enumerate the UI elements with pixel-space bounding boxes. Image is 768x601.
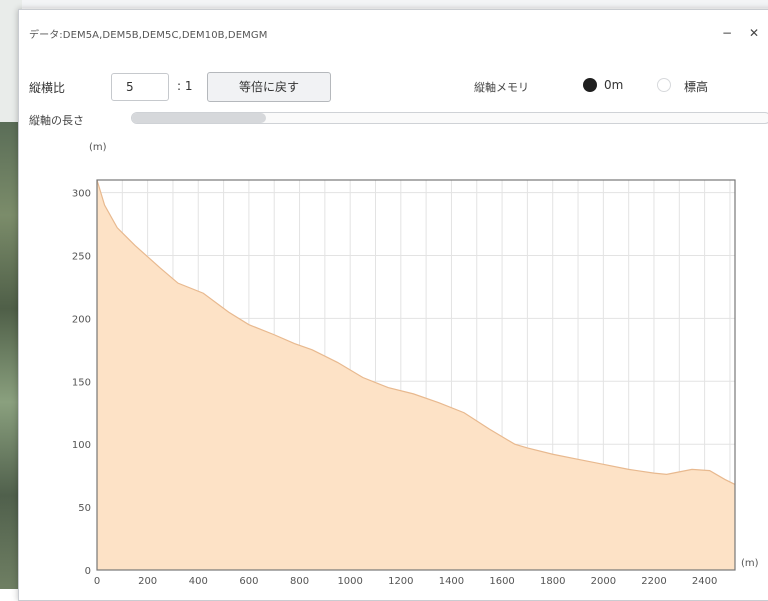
y-tick-label: 200	[72, 314, 91, 325]
plot-frame	[96, 179, 736, 571]
window-title: データ:DEM5A,DEM5B,DEM5C,DEM10B,DEMGM	[29, 30, 268, 41]
x-tick-label: 2200	[641, 576, 666, 587]
x-tick-label: 1200	[388, 576, 413, 587]
x-axis-unit: (m)	[741, 558, 759, 569]
background-map-strip	[0, 0, 22, 589]
axis-length-label: 縦軸の長さ	[29, 114, 84, 127]
aerial-map-image	[0, 122, 22, 589]
radio-elevation-label: 標高	[684, 80, 709, 94]
y-tick-label: 50	[78, 503, 91, 514]
minimize-button[interactable]: −	[721, 26, 733, 40]
x-tick-label: 1600	[489, 576, 514, 587]
y-tick-label: 100	[72, 440, 91, 451]
vertical-exaggeration-input[interactable]: 5	[111, 73, 169, 101]
x-tick-label: 400	[189, 576, 208, 587]
y-tick-label: 0	[85, 566, 91, 577]
x-tick-label: 800	[290, 576, 309, 587]
close-button[interactable]: ✕	[749, 26, 760, 40]
x-tick-label: 2000	[591, 576, 616, 587]
x-tick-label: 1800	[540, 576, 565, 587]
axis-length-slider-fill[interactable]	[132, 113, 266, 123]
y-axis-unit: (m)	[89, 142, 107, 153]
y-tick-label: 150	[72, 377, 91, 388]
x-tick-label: 0	[94, 576, 100, 587]
radio-0m-label: 0m	[604, 78, 624, 92]
background-top-strip	[0, 0, 768, 8]
reset-scale-button[interactable]: 等倍に戻す	[207, 72, 331, 102]
y-tick-label: 250	[72, 251, 91, 262]
x-tick-label: 200	[138, 576, 157, 587]
elevation-profile-window: データ:DEM5A,DEM5B,DEM5C,DEM10B,DEMGM − ✕ 縦…	[18, 9, 768, 601]
y-tick-label: 300	[72, 189, 91, 200]
x-tick-label: 1000	[337, 576, 362, 587]
axis-length-slider[interactable]	[131, 112, 768, 124]
elevation-profile-chart: 0 50 100 150 200 250 300 0 200 400 600 800 1000 1200 1…	[72, 179, 736, 587]
vertical-axis-scale-label: 縦軸メモリ	[474, 81, 529, 94]
radio-elevation-unselected[interactable]	[657, 78, 671, 92]
x-tick-label: 2400	[692, 576, 717, 587]
elevation-line	[96, 179, 736, 485]
radio-0m-selected[interactable]	[583, 78, 597, 92]
x-tick-label: 600	[239, 576, 258, 587]
vertical-exaggeration-label: 縦横比	[29, 81, 66, 95]
ratio-suffix: : 1	[177, 79, 193, 93]
x-tick-label: 1400	[439, 576, 464, 587]
elevation-area	[97, 180, 735, 570]
